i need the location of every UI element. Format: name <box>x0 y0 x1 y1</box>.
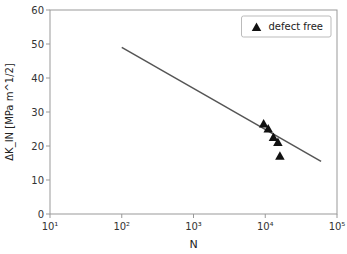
y-tick-label: 20 <box>31 141 44 152</box>
point <box>263 124 273 133</box>
legend-symbol <box>252 23 262 32</box>
plot-frame <box>50 10 337 214</box>
point <box>273 138 283 147</box>
chart: 0 10 20 30 40 50 60 10¹ 10² 10³ 10⁴ 10⁵ N ΔK_IN [MPa … <box>0 0 347 254</box>
point <box>259 119 269 128</box>
x-tick <box>193 214 194 218</box>
x-axis-label: N <box>189 238 197 251</box>
legend-label: defect free <box>269 21 324 32</box>
y-axis-label: ΔK_IN [MPa m^1/2] <box>4 63 16 161</box>
y-tick-label: 0 <box>38 209 44 220</box>
y-tick-label: 60 <box>31 5 44 16</box>
y-tick <box>46 10 50 11</box>
x-tick-label: 10³ <box>185 221 202 232</box>
y-tick-label: 40 <box>31 73 44 84</box>
legend-box <box>242 16 332 37</box>
point <box>275 151 285 160</box>
y-tick-label: 10 <box>31 175 44 186</box>
x-tick <box>337 214 338 218</box>
x-tick-label: 10² <box>113 221 130 232</box>
legend: defect free <box>242 16 332 37</box>
y-tick <box>46 112 50 113</box>
x-tick-label: 10¹ <box>42 221 59 232</box>
x-tick-label: 10⁴ <box>257 221 274 232</box>
x-tick <box>50 214 51 218</box>
x-tick <box>121 214 122 218</box>
y-tick <box>46 180 50 181</box>
y-tick <box>46 78 50 79</box>
plot-area <box>122 47 321 161</box>
x-tick <box>265 214 266 218</box>
line <box>122 47 321 161</box>
y-tick-label: 30 <box>31 107 44 118</box>
y-tick <box>46 44 50 45</box>
x-tick-label: 10⁵ <box>329 221 346 232</box>
y-tick <box>46 214 50 215</box>
y-tick-label: 50 <box>31 39 44 50</box>
y-tick <box>46 146 50 147</box>
